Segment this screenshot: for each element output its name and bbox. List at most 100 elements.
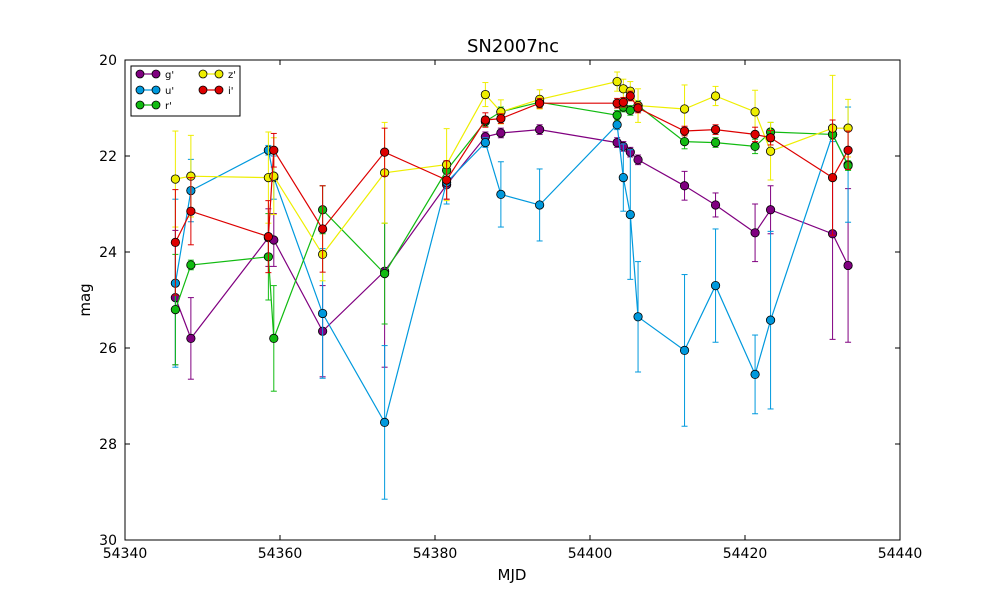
y-tick-label: 28 <box>99 437 117 453</box>
legend-entry: r' <box>135 100 172 112</box>
legend-marker <box>214 85 224 95</box>
chart-title: SN2007nc <box>467 36 559 57</box>
data-point <box>480 137 490 148</box>
y-tick-label: 30 <box>99 533 117 549</box>
legend-marker <box>151 100 161 110</box>
data-point <box>496 189 506 199</box>
data-point <box>186 206 196 216</box>
series-layer <box>170 71 853 500</box>
data-point <box>633 312 643 322</box>
legend-entry: z' <box>198 69 236 81</box>
legend: g' u' r' z' i' <box>130 65 241 117</box>
data-point <box>612 120 622 130</box>
y-tick-label: 24 <box>99 245 117 261</box>
axes-layer: 54340 54360 54380 54400 54420 54440 20 22 24 26 28… <box>99 53 922 562</box>
data-point <box>612 110 622 120</box>
legend-marker <box>151 69 161 79</box>
data-point <box>442 175 452 185</box>
x-tick-label: 54360 <box>258 546 303 562</box>
data-point <box>750 369 760 379</box>
series-line <box>175 80 849 256</box>
legend-marker <box>151 85 161 95</box>
series-line <box>174 101 849 339</box>
data-point <box>618 97 628 107</box>
data-point <box>625 105 635 116</box>
data-point <box>618 173 628 183</box>
data-point <box>750 107 760 117</box>
data-point <box>535 98 545 108</box>
data-point <box>480 89 490 100</box>
legend-entry: u' <box>135 85 174 97</box>
data-point <box>679 126 690 136</box>
data-point <box>843 145 853 155</box>
y-tick-label: 20 <box>99 53 117 69</box>
data-point <box>170 304 180 315</box>
data-point <box>633 103 643 113</box>
data-point <box>625 91 635 101</box>
data-point <box>710 137 721 148</box>
data-point <box>679 104 690 114</box>
legend-label: g' <box>165 70 174 81</box>
data-point <box>496 113 506 124</box>
data-point <box>765 146 776 156</box>
x-axis-title: MJD <box>498 566 527 584</box>
legend-entry: g' <box>135 69 174 81</box>
data-point <box>263 232 273 242</box>
x-tick-label: 54340 <box>103 546 148 562</box>
data-point <box>318 308 328 319</box>
data-point <box>679 137 690 147</box>
data-point <box>186 260 196 270</box>
data-point <box>710 125 721 135</box>
data-point <box>765 315 776 325</box>
data-point <box>710 91 721 101</box>
data-point <box>480 115 490 125</box>
legend-marker <box>135 100 145 110</box>
legend-marker <box>214 69 224 79</box>
data-point <box>827 173 838 183</box>
legend-marker <box>135 85 145 95</box>
data-point <box>612 77 622 87</box>
x-tick-label: 54440 <box>878 546 923 562</box>
data-point <box>318 224 328 234</box>
data-point <box>269 333 279 343</box>
data-point <box>380 268 390 279</box>
series-line <box>174 95 849 243</box>
data-point <box>186 333 196 343</box>
y-tick-label: 26 <box>99 341 117 357</box>
data-point <box>750 228 760 238</box>
data-point <box>496 128 506 138</box>
data-point <box>710 200 721 210</box>
data-point <box>679 181 690 191</box>
plot-frame <box>124 59 901 541</box>
series-line <box>174 123 849 424</box>
data-point <box>765 205 776 215</box>
legend-marker <box>135 69 145 79</box>
data-point <box>380 147 390 157</box>
legend-marker <box>198 69 208 79</box>
y-tick-label: 22 <box>99 149 117 165</box>
legend-label: i' <box>228 86 234 97</box>
legend-entry: i' <box>198 85 234 97</box>
data-point <box>765 133 776 143</box>
x-tick-label: 54380 <box>413 546 458 562</box>
y-axis-title: mag <box>76 283 94 316</box>
data-point <box>633 155 643 165</box>
data-point <box>750 129 760 139</box>
legend-marker <box>198 85 208 95</box>
data-point <box>170 174 180 184</box>
data-point <box>170 237 180 247</box>
x-tick-label: 54420 <box>723 546 768 562</box>
data-point <box>843 260 853 271</box>
series-line <box>174 128 849 340</box>
data-point <box>679 345 690 355</box>
legend-label: u' <box>165 86 174 97</box>
data-point <box>269 145 279 155</box>
data-point <box>750 141 760 151</box>
data-point <box>269 171 279 181</box>
data-point <box>380 417 390 427</box>
legend-label: r' <box>165 101 172 112</box>
data-point <box>535 125 545 135</box>
series-4 <box>170 90 853 296</box>
data-point <box>710 280 721 291</box>
